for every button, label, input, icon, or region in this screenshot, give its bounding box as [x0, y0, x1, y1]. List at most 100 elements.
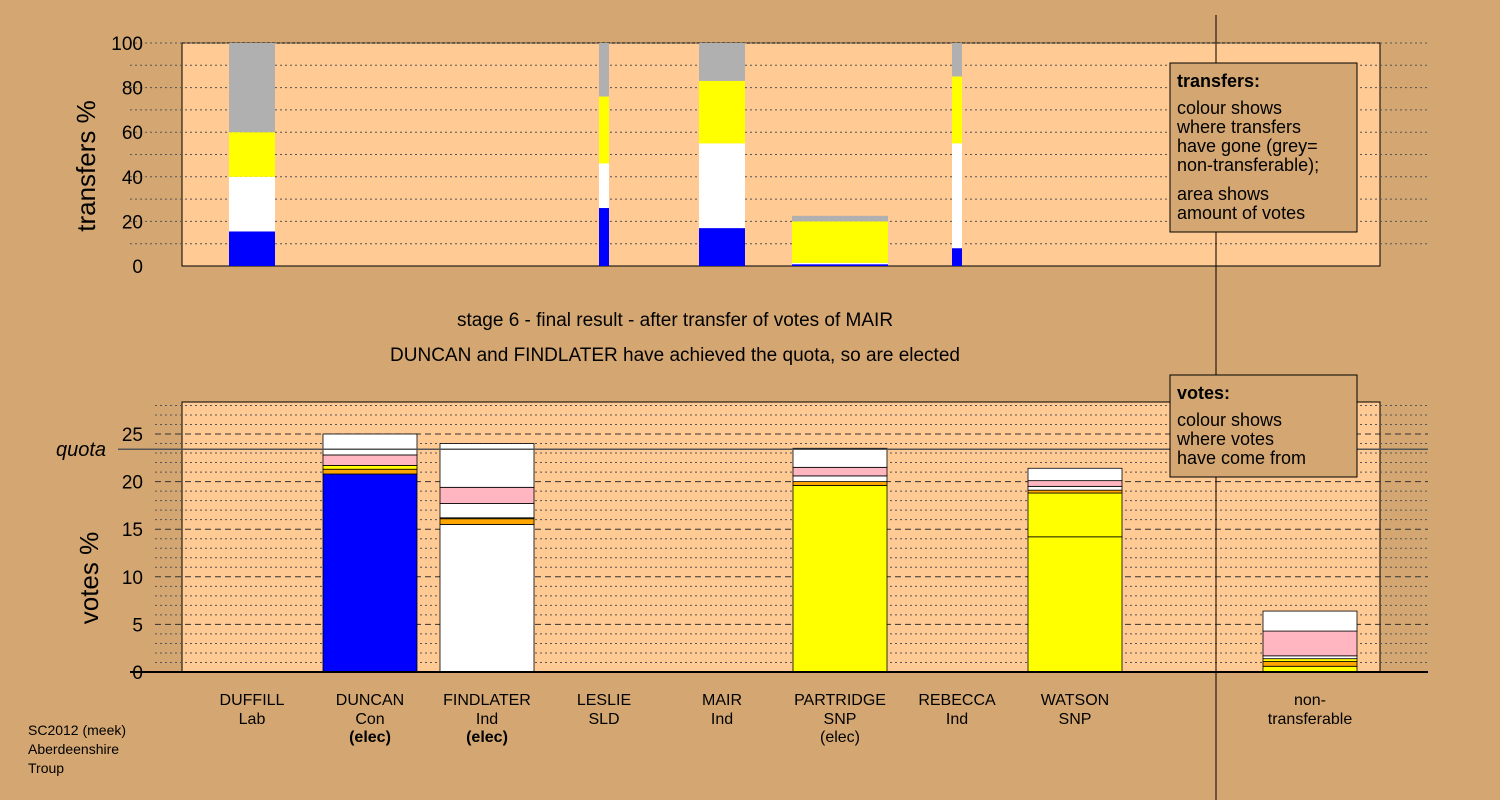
votes-legend-line: where votes [1176, 429, 1274, 449]
candidate-name-line2: transferable [1268, 711, 1353, 728]
elected-heading: DUNCAN and FINDLATER have achieved the q… [390, 345, 960, 366]
votes-bar-segment [439, 524, 535, 673]
transfers-legend-line: colour shows [1177, 98, 1282, 118]
transfers-y-tick-label: 100 [111, 34, 143, 55]
candidate-party: Lab [239, 711, 266, 728]
transfers-y-tick-label: 60 [122, 123, 143, 144]
transfers-bar-segment [599, 43, 609, 97]
transfers-bar-segment [952, 248, 962, 266]
transfers-bar-segment [229, 132, 275, 177]
votes-bar-segment [1027, 536, 1123, 673]
votes-bar-segment [792, 475, 888, 483]
votes-y-tick-label: 0 [132, 663, 143, 684]
stage-heading: stage 6 - final result - after transfer … [457, 310, 893, 331]
candidate-label: WATSON SNP [1041, 692, 1109, 728]
votes-bar-segment [1262, 630, 1358, 657]
candidate-label: LESLIE SLD [577, 692, 631, 728]
candidate-label: PARTRIDGE SNP(elec) [794, 692, 886, 746]
votes-y-tick-label: 5 [132, 615, 143, 636]
transfers-legend-box: transfers: colour shows where transfers … [1169, 62, 1358, 233]
candidate-party: SLD [588, 711, 619, 728]
candidate-name: DUNCAN [336, 692, 404, 709]
votes-bar-segment [322, 433, 418, 456]
transfers-bar-segment [229, 231, 275, 266]
candidate-name: MAIR [702, 692, 742, 709]
candidate-party: SNP [1059, 711, 1092, 728]
votes-y-tick-label: 25 [122, 425, 143, 446]
candidate-name: WATSON [1041, 692, 1109, 709]
votes-bar-segment [792, 447, 888, 468]
transfers-bar-segment [792, 215, 888, 222]
votes-y-tick-label: 15 [122, 520, 143, 541]
candidate-name: REBECCA [918, 692, 996, 709]
footer-election: SC2012 (meek) [28, 722, 126, 738]
votes-bar-segment [1027, 489, 1123, 494]
candidate-label: DUFFILL Lab [220, 692, 285, 728]
transfers-bar-segment [699, 228, 745, 266]
transfers-y-tick-label: 20 [122, 212, 143, 233]
votes-bar-segment [1262, 655, 1358, 660]
transfers-legend-line: amount of votes [1177, 203, 1305, 223]
votes-y-tick-label: 20 [122, 473, 143, 494]
transfers-bar-segment [952, 143, 962, 249]
votes-y-tick-label: 10 [122, 568, 143, 589]
votes-bar-segment [322, 465, 418, 470]
votes-bar-segment [1027, 480, 1123, 487]
votes-bar-segment [322, 473, 418, 673]
transfers-y-tick-label: 80 [122, 79, 143, 100]
transfers-legend-line: where transfers [1176, 117, 1301, 137]
votes-bar-segment [792, 481, 888, 486]
candidate-status: (elec) [349, 729, 391, 746]
votes-bar-segment [1027, 485, 1123, 491]
votes-bar-segment [439, 518, 535, 525]
transfers-y-ticks: 0 20 40 60 80 100 [111, 34, 143, 278]
candidate-name: DUFFILL [220, 692, 285, 709]
candidate-name: LESLIE [577, 692, 631, 709]
votes-bar-segment [1027, 492, 1123, 538]
votes-y-ticks: 0 5 10 15 20 25 [122, 425, 143, 684]
votes-bar-segment [792, 485, 888, 673]
candidate-name: PARTRIDGE [794, 692, 886, 709]
votes-bar-segment [1027, 467, 1123, 482]
transfers-bar-segment [229, 43, 275, 133]
votes-bar-segment [439, 503, 535, 519]
footer-ward: Troup [28, 760, 64, 776]
candidate-party: Ind [946, 711, 968, 728]
votes-bar-segment [439, 443, 535, 488]
transfers-legend-line: non-transferable); [1177, 155, 1319, 175]
transfers-bar-segment [229, 176, 275, 232]
transfers-bars [229, 43, 962, 266]
transfers-y-axis-label: transfers % [71, 100, 101, 232]
votes-legend-title: votes: [1177, 383, 1230, 403]
transfers-bar-segment [599, 96, 609, 164]
votes-y-axis-label: votes % [74, 532, 104, 625]
quota-label: quota [56, 439, 106, 461]
transfers-legend-title: transfers: [1177, 71, 1260, 91]
transfers-bar-segment [952, 76, 962, 144]
transfers-bar-segment [599, 208, 609, 266]
candidate-label: DUNCAN Con(elec) [336, 692, 404, 746]
candidate-label: non-transferable [1268, 692, 1353, 728]
votes-bar-segment [792, 466, 888, 477]
votes-bar-segment [1262, 661, 1358, 667]
candidate-labels: DUFFILLLabDUNCANCon(elec)FINDLATERInd(el… [220, 692, 1353, 746]
transfers-y-tick-label: 0 [132, 257, 143, 278]
candidate-party: Ind [476, 711, 498, 728]
transfers-bar-segment [792, 262, 888, 265]
transfers-y-tick-label: 40 [122, 168, 143, 189]
transfers-legend-line: area shows [1177, 184, 1269, 204]
transfers-bar-segment [699, 80, 745, 144]
transfers-bar-segment [599, 163, 609, 209]
transfers-bar-segment [952, 43, 962, 77]
candidate-party: Ind [711, 711, 733, 728]
transfers-bar-segment [792, 221, 888, 263]
votes-legend-box: votes: colour shows where votes have com… [1169, 374, 1358, 478]
transfers-bar-segment [792, 264, 888, 266]
candidate-name: non- [1294, 692, 1326, 709]
votes-bar-segment [1262, 610, 1358, 632]
votes-bar-segment [1262, 658, 1358, 662]
votes-legend-line: have come from [1177, 448, 1306, 468]
candidate-party: SNP [824, 711, 857, 728]
